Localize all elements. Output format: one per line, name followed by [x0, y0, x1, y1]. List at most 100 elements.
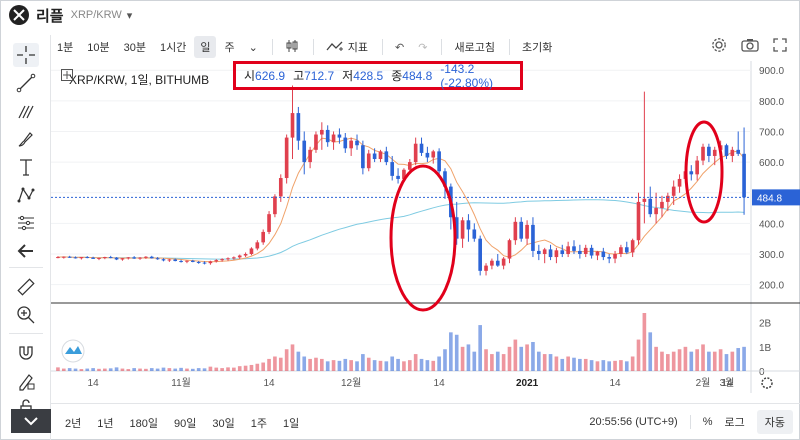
- volume-tick-label: 0: [759, 367, 765, 378]
- range-30d[interactable]: 30일: [212, 417, 235, 430]
- scroll-down-button[interactable]: [11, 409, 51, 433]
- volume-bar: [320, 358, 324, 371]
- volume-bar: [407, 360, 412, 371]
- volume-bar: [583, 358, 588, 371]
- pattern-icon[interactable]: [13, 183, 39, 207]
- candle-body: [155, 258, 160, 260]
- volume-bar: [114, 367, 119, 371]
- time-tick-label: 14: [721, 378, 733, 389]
- candle-body: [572, 246, 576, 251]
- volume-bar: [144, 368, 148, 371]
- bottom-divider: [689, 415, 691, 429]
- log-toggle[interactable]: 로그: [724, 417, 745, 429]
- zoom-in-icon[interactable]: [13, 303, 39, 327]
- range-90d[interactable]: 90일: [173, 417, 197, 430]
- candle-body: [132, 257, 136, 259]
- interval-week[interactable]: 주: [224, 42, 235, 54]
- volume-bar: [736, 348, 741, 371]
- candle-body: [196, 261, 201, 263]
- range-2y[interactable]: 2년: [65, 417, 82, 430]
- interval-1h[interactable]: 1시간: [159, 42, 187, 54]
- candle-body: [185, 260, 189, 262]
- candle-body: [149, 256, 154, 259]
- indicator-button[interactable]: 지표: [320, 36, 374, 58]
- candle-body: [108, 257, 113, 259]
- settings-icon[interactable]: [711, 37, 727, 56]
- legend-symbol[interactable]: XRP/KRW, 1일, BITHUMB: [69, 72, 210, 87]
- candle-body: [173, 259, 178, 262]
- chart-canvas[interactable]: 900.0800.0700.0600.0500.0400.0300.0200.0…: [51, 61, 800, 403]
- candle-body: [85, 257, 90, 259]
- trendline-icon[interactable]: [13, 71, 39, 95]
- magnet-icon[interactable]: [13, 341, 39, 365]
- coin-name[interactable]: 리플: [36, 7, 64, 25]
- candle-body: [495, 260, 500, 266]
- volume-bar: [161, 367, 166, 371]
- volume-bar: [566, 356, 570, 371]
- camera-icon[interactable]: [741, 38, 759, 55]
- indicator-icon: [326, 41, 343, 51]
- toolbar-divider: [382, 39, 384, 55]
- range-1y[interactable]: 1년: [97, 417, 114, 430]
- volume-bar: [261, 362, 266, 371]
- chevron-down-icon[interactable]: ▾: [126, 9, 133, 22]
- reset-button[interactable]: 초기화: [521, 42, 553, 54]
- candle-body: [466, 220, 471, 230]
- candle-body: [402, 169, 406, 179]
- lock-pencil-icon[interactable]: [13, 369, 39, 393]
- candle-body: [144, 256, 148, 258]
- candle-body: [701, 146, 705, 161]
- time-tick-label: 12월: [341, 377, 361, 389]
- range-1w[interactable]: 1주: [250, 417, 267, 430]
- volume-bar: [267, 358, 271, 371]
- volume-bar: [689, 351, 694, 371]
- volume-bar: [648, 332, 653, 371]
- volume-bar: [361, 354, 365, 371]
- auto-toggle[interactable]: 자동: [756, 410, 793, 434]
- fullscreen-icon[interactable]: [773, 38, 787, 55]
- range-1d[interactable]: 1일: [282, 417, 300, 430]
- percent-toggle[interactable]: %: [702, 416, 713, 428]
- candle-body: [407, 162, 412, 170]
- volume-bar: [572, 357, 576, 371]
- coin-pair[interactable]: XRP/KRW: [70, 9, 122, 21]
- candle-body: [548, 249, 553, 258]
- crosshair-icon[interactable]: [13, 43, 39, 67]
- prediction-icon[interactable]: [13, 211, 39, 235]
- volume-bar: [666, 354, 670, 371]
- interval-day[interactable]: 일: [194, 36, 217, 58]
- volume-bar: [232, 367, 236, 371]
- interval-dropdown-icon[interactable]: ⌄: [248, 41, 258, 54]
- drawing-toolbar: [1, 35, 51, 440]
- candle-body: [525, 224, 529, 239]
- volume-bar: [149, 368, 154, 371]
- candle-body: [560, 250, 565, 254]
- interval-1m[interactable]: 1분: [57, 42, 74, 54]
- volume-bar: [619, 360, 623, 371]
- arrow-left-icon[interactable]: [13, 239, 39, 263]
- toolbar-divider: [271, 39, 273, 55]
- candle-body: [624, 247, 629, 253]
- interval-10m[interactable]: 10분: [87, 42, 110, 54]
- range-180d[interactable]: 180일: [129, 417, 158, 430]
- volume-bar: [560, 358, 565, 371]
- axis-settings-icon[interactable]: [761, 377, 773, 389]
- candlestick-icon[interactable]: [279, 36, 305, 59]
- time-tick-label: 14: [434, 378, 446, 389]
- brush-icon[interactable]: [13, 127, 39, 151]
- redo-icon[interactable]: ↷: [418, 41, 428, 54]
- candle-body: [396, 175, 400, 179]
- interval-30m[interactable]: 30분: [123, 42, 146, 54]
- volume-bar: [554, 356, 559, 371]
- pitchfork-icon[interactable]: [13, 99, 39, 123]
- time-tick-label: 2월: [696, 377, 711, 389]
- refresh-button[interactable]: 새로고침: [454, 42, 495, 54]
- volume-bar: [337, 360, 342, 371]
- text-icon[interactable]: [13, 155, 39, 179]
- candle-body: [91, 257, 95, 259]
- price-chart[interactable]: 900.0800.0700.0600.0500.0400.0300.0200.0…: [51, 61, 800, 403]
- undo-icon[interactable]: ↶: [395, 41, 405, 54]
- candle-body: [513, 221, 518, 241]
- ruler-icon[interactable]: [13, 275, 39, 299]
